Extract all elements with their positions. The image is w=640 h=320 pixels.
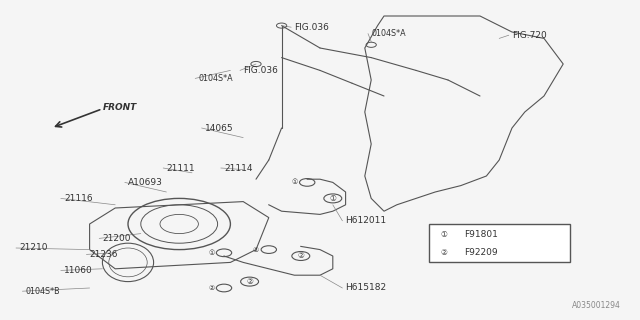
Text: 21114: 21114 (224, 164, 253, 172)
Text: 21210: 21210 (19, 244, 48, 252)
Text: F91801: F91801 (464, 230, 498, 239)
Text: ②: ② (246, 277, 253, 286)
Text: ①: ① (330, 194, 336, 203)
Text: F92209: F92209 (464, 248, 498, 257)
Text: 0104S*B: 0104S*B (26, 287, 60, 296)
Text: 21200: 21200 (102, 234, 131, 243)
Text: H612011: H612011 (346, 216, 387, 225)
Bar (429, 224, 570, 262)
Text: ①: ① (208, 250, 214, 256)
Text: FIG.036: FIG.036 (243, 66, 278, 75)
Text: 21236: 21236 (90, 250, 118, 259)
Text: ①: ① (291, 180, 298, 185)
Text: ②: ② (298, 252, 304, 260)
Text: 21111: 21111 (166, 164, 195, 172)
Text: FIG.036: FIG.036 (294, 23, 329, 32)
Text: ②: ② (253, 247, 259, 252)
Text: 11060: 11060 (64, 266, 93, 275)
Text: 21116: 21116 (64, 194, 93, 203)
Text: 14065: 14065 (205, 124, 234, 132)
Text: ②: ② (208, 285, 214, 291)
Text: 0104S*A: 0104S*A (198, 74, 233, 83)
Text: ①: ① (440, 230, 447, 239)
Text: 0104S*A: 0104S*A (371, 29, 406, 38)
Text: A10693: A10693 (128, 178, 163, 187)
Text: ②: ② (440, 248, 447, 257)
Text: A035001294: A035001294 (572, 301, 621, 310)
Text: H615182: H615182 (346, 284, 387, 292)
Text: FIG.720: FIG.720 (512, 31, 547, 40)
Text: FRONT: FRONT (102, 103, 137, 112)
